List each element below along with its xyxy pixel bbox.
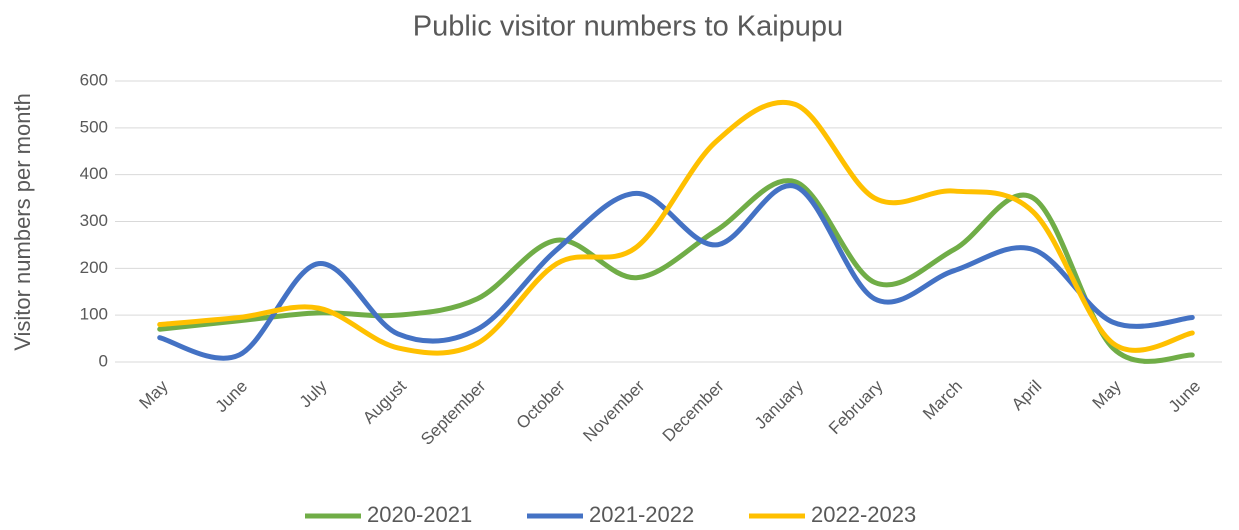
x-tick-label: July [296,376,331,411]
x-tick-label: August [359,376,410,427]
y-tick-label: 0 [99,351,108,370]
y-tick-label: 300 [80,211,108,230]
y-tick-label: 400 [80,164,108,183]
x-tick-label: February [825,376,887,438]
x-tick-label: December [659,376,728,445]
y-tick-label: 500 [80,117,108,136]
x-tick-label: October [513,376,569,432]
x-tick-label: January [751,376,808,433]
y-axis-title: Visitor numbers per month [10,93,35,351]
y-tick-label: 100 [80,305,108,324]
line-series [157,99,1195,356]
y-tick-label: 600 [80,70,108,89]
x-tick-label: September [417,376,489,448]
x-tick-label: April [1008,377,1045,414]
chart-title: Public visitor numbers to Kaipupu [413,11,843,43]
legend-label: 2022-2023 [811,502,916,527]
x-tick-label: May [1089,376,1125,412]
x-tick-label: June [1165,377,1205,417]
line-series [157,183,1195,361]
x-tick-label: March [919,377,966,424]
x-tick-label: June [212,377,252,417]
x-tick-label: May [136,376,172,412]
line-series [157,178,1195,364]
x-tick-label: November [579,376,648,445]
y-tick-label: 200 [80,258,108,277]
legend-label: 2020-2021 [367,502,472,527]
legend-label: 2021-2022 [589,502,694,527]
